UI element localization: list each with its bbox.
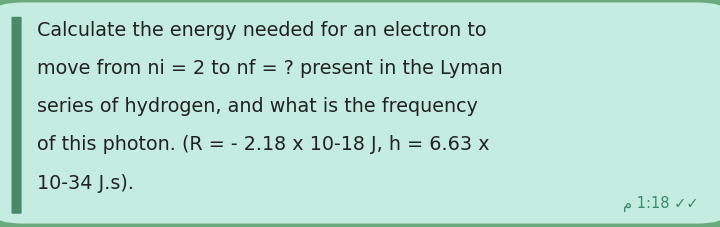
Text: move from ni = 2 to nf = ? present in the Lyman: move from ni = 2 to nf = ? present in th…: [37, 59, 503, 77]
Text: Calculate the energy needed for an electron to: Calculate the energy needed for an elect…: [37, 20, 487, 39]
Text: م 1:18 ✓✓: م 1:18 ✓✓: [623, 195, 698, 211]
Text: of this photon. (R = - 2.18 x 10-18 J, h = 6.63 x: of this photon. (R = - 2.18 x 10-18 J, h…: [37, 135, 490, 154]
Text: series of hydrogen, and what is the frequency: series of hydrogen, and what is the freq…: [37, 97, 478, 116]
Text: 10-34 J.s).: 10-34 J.s).: [37, 173, 135, 192]
FancyBboxPatch shape: [0, 3, 720, 224]
FancyBboxPatch shape: [12, 18, 22, 214]
